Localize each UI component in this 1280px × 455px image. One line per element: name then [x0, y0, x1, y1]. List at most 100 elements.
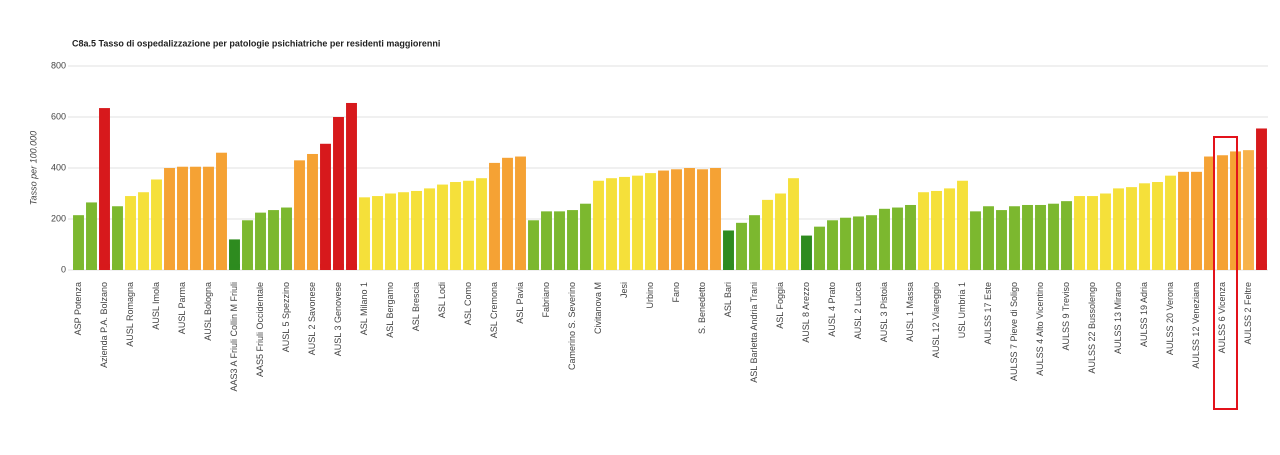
bar: [242, 220, 253, 270]
bar: [255, 212, 266, 270]
bar-base: [476, 264, 487, 268]
bar: [216, 152, 227, 270]
x-tick-label: AUSL 1 Massa: [905, 282, 915, 342]
bar-base: [697, 264, 708, 268]
bar-base: [658, 264, 669, 268]
x-tick-label: AUSL 8 Arezzo: [801, 282, 811, 343]
bar-base: [255, 264, 266, 268]
bar: [931, 190, 942, 270]
bar: [177, 166, 188, 270]
bar-base: [970, 264, 981, 268]
bar: [814, 226, 825, 270]
bar: [489, 162, 500, 270]
bar: [723, 230, 734, 270]
bar: [164, 168, 175, 270]
bar-base: [86, 264, 97, 268]
bar: [1113, 188, 1124, 270]
bar-base: [710, 264, 721, 268]
bar-base: [385, 264, 396, 268]
bar-base: [879, 264, 890, 268]
bar: [281, 207, 292, 270]
bar: [775, 193, 786, 270]
y-axis-title: Tasso per 100.000: [28, 131, 38, 205]
bar: [229, 239, 240, 270]
bar-base: [1074, 264, 1085, 268]
bar: [1061, 201, 1072, 270]
bar-base: [424, 264, 435, 268]
bar-base: [749, 264, 760, 268]
bar-base: [684, 264, 695, 268]
bar-base: [203, 264, 214, 268]
bar: [333, 117, 344, 270]
bar-base: [957, 264, 968, 268]
bar: [1035, 204, 1046, 270]
x-tick-label: Fabriano: [541, 282, 551, 318]
bar: [749, 215, 760, 270]
x-tick-label: ASL Bari: [723, 282, 733, 317]
bar-base: [736, 264, 747, 268]
bar: [1100, 193, 1111, 270]
bar: [515, 156, 526, 270]
x-tick-label: AULSS 2 Feltre: [1243, 282, 1253, 345]
bar: [1048, 203, 1059, 270]
bar: [840, 217, 851, 270]
bar-base: [320, 264, 331, 268]
y-tick-label: 200: [51, 213, 66, 223]
bar-base: [268, 264, 279, 268]
bar-base: [1165, 264, 1176, 268]
x-tick-label: AULSS 17 Este: [983, 282, 993, 345]
x-tick-label: AULSS 12 Veneziana: [1191, 282, 1201, 369]
x-tick-label: AULSS 13 Mirano: [1113, 282, 1123, 354]
bar: [1152, 182, 1163, 270]
bar-base: [1100, 264, 1111, 268]
bar-base: [801, 264, 812, 268]
bar: [905, 204, 916, 270]
x-tick-label: AULSS 22 Bussolengo: [1087, 282, 1097, 374]
x-tick-label: ASL Barletta Andria Trani: [749, 282, 759, 383]
bar: [632, 175, 643, 270]
bar-base: [827, 264, 838, 268]
x-tick-label: AULSS 4 Alto Vicentino: [1035, 282, 1045, 376]
x-tick-label: ASL Cremona: [489, 282, 499, 338]
y-tick-label: 800: [51, 60, 66, 70]
bar-base: [1126, 264, 1137, 268]
bar-base: [1204, 264, 1215, 268]
x-tick-label: S. Benedetto: [697, 282, 707, 334]
bar-base: [151, 264, 162, 268]
x-tick-label: AUSL 3 Pistoia: [879, 282, 889, 342]
bar-base: [996, 264, 1007, 268]
x-tick-label: ASL Como: [463, 282, 473, 325]
bar: [463, 180, 474, 270]
bar-base: [463, 264, 474, 268]
bar-base: [892, 264, 903, 268]
x-tick-label: Camerino S. Severino: [567, 282, 577, 370]
bar: [580, 203, 591, 270]
x-tick-label: ASL Lodi: [437, 282, 447, 318]
bar: [502, 157, 513, 270]
bar: [879, 208, 890, 270]
bar-base: [814, 264, 825, 268]
x-tick-label: Urbino: [645, 282, 655, 309]
bar: [437, 184, 448, 270]
bar-base: [164, 264, 175, 268]
bar: [1204, 156, 1215, 270]
bar: [190, 166, 201, 270]
bar-base: [840, 264, 851, 268]
x-tick-label: AUSL 2 Lucca: [853, 282, 863, 339]
bar: [112, 206, 123, 270]
bar: [710, 168, 721, 270]
bar: [1165, 175, 1176, 270]
x-tick-label: ASL Milano 1: [359, 282, 369, 335]
bar-base: [359, 264, 370, 268]
bar-base: [515, 264, 526, 268]
bar: [346, 102, 357, 270]
bar-base: [1048, 264, 1059, 268]
bar: [1009, 206, 1020, 270]
bar-base: [489, 264, 500, 268]
bar: [697, 169, 708, 270]
bar: [450, 182, 461, 270]
bar-base: [294, 264, 305, 268]
x-tick-label: Fano: [671, 282, 681, 303]
bar-base: [242, 264, 253, 268]
bar-base: [723, 264, 734, 268]
